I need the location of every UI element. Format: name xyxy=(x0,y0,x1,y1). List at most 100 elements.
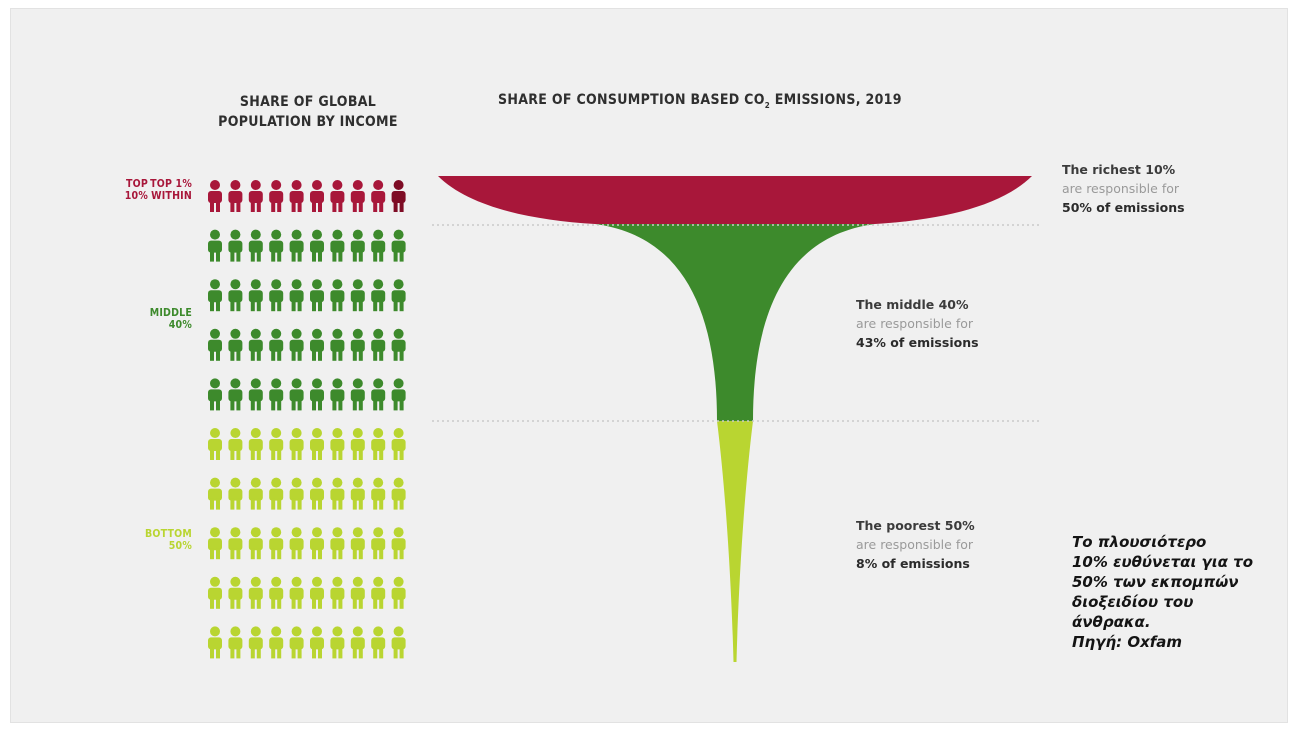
person-icon xyxy=(248,378,263,411)
person-icon xyxy=(391,229,406,262)
person-icon xyxy=(371,626,386,659)
person-icon xyxy=(310,180,324,212)
person-icon xyxy=(330,576,345,609)
annotation-middle-sub: are responsible for xyxy=(856,316,974,331)
emissions-funnel xyxy=(432,176,1040,662)
person-icon xyxy=(350,378,365,411)
person-icon xyxy=(330,328,345,361)
note-line: Πηγή: Oxfam xyxy=(1072,633,1183,651)
annotation-poorest-sub: are responsible for xyxy=(856,537,974,552)
label-top-10-line1: TOP xyxy=(126,178,148,190)
label-top-10-line2: 10% xyxy=(124,190,148,202)
person-icon xyxy=(330,626,345,659)
person-icon xyxy=(350,527,365,560)
person-icon xyxy=(269,428,284,460)
person-icon xyxy=(269,279,284,312)
note-line: άνθρακα. xyxy=(1072,613,1151,631)
person-icon xyxy=(371,229,386,262)
person-icon xyxy=(248,328,263,361)
label-middle-line1: MIDDLE xyxy=(149,307,192,319)
annotation-richest-sub: are responsible for xyxy=(1062,181,1180,196)
annotation-middle-title: The middle 40% xyxy=(856,297,969,312)
person-icon xyxy=(248,477,263,510)
person-icon xyxy=(391,576,406,609)
person-icon xyxy=(391,378,406,411)
person-icon xyxy=(350,576,365,609)
population-heading-line2: POPULATION BY INCOME xyxy=(218,114,398,130)
person-icon xyxy=(350,229,365,262)
funnel-band-middle xyxy=(595,224,875,421)
person-icon xyxy=(228,229,243,262)
person-icon xyxy=(310,328,324,361)
person-icon xyxy=(228,527,243,560)
person-icon xyxy=(208,279,222,312)
person-icon xyxy=(371,279,386,312)
note-line: διοξειδίου του xyxy=(1072,593,1194,611)
person-icon xyxy=(391,527,406,560)
label-middle-line2: 40% xyxy=(168,319,192,331)
label-bottom-line2: 50% xyxy=(168,540,192,552)
person-icon xyxy=(228,626,243,659)
person-icon xyxy=(391,180,406,212)
person-icon xyxy=(269,328,284,361)
label-top-1-line2: WITHIN xyxy=(151,190,192,202)
emissions-heading: SHARE OF CONSUMPTION BASED CO2 EMISSIONS… xyxy=(498,92,902,110)
label-top-10: TOP 10% xyxy=(120,178,148,202)
person-icon xyxy=(350,279,365,312)
person-icon xyxy=(350,477,365,510)
annotation-richest: The richest 10% are responsible for 50% … xyxy=(1062,160,1185,217)
person-icon xyxy=(228,378,243,411)
person-icon xyxy=(269,477,284,510)
person-icon xyxy=(350,626,365,659)
person-icon xyxy=(208,328,222,361)
population-heading-line1: SHARE OF GLOBAL xyxy=(239,94,377,110)
person-icon xyxy=(208,378,222,411)
person-icon xyxy=(269,180,284,212)
note-line: 50% των εκπομπών xyxy=(1072,573,1239,591)
person-icon xyxy=(208,229,222,262)
person-icon xyxy=(228,428,243,460)
person-icon xyxy=(269,527,284,560)
population-heading: SHARE OF GLOBAL POPULATION BY INCOME xyxy=(198,92,418,132)
person-icon xyxy=(289,279,304,312)
person-icon xyxy=(248,229,263,262)
person-icon xyxy=(330,527,345,560)
person-icon xyxy=(371,328,386,361)
annotation-middle: The middle 40% are responsible for 43% o… xyxy=(856,295,979,352)
person-icon xyxy=(248,626,263,659)
person-icon xyxy=(208,527,222,560)
annotation-poorest-value: 8% of emissions xyxy=(856,556,970,571)
person-icon xyxy=(330,477,345,510)
person-icon xyxy=(330,279,345,312)
label-top-1-within: TOP 1% WITHIN xyxy=(150,178,192,202)
label-bottom-50: BOTTOM 50% xyxy=(130,528,192,552)
person-icon xyxy=(391,279,406,312)
emissions-heading-suffix: EMISSIONS, 2019 xyxy=(770,92,902,108)
person-icon xyxy=(289,576,304,609)
person-icon xyxy=(391,328,406,361)
person-icon xyxy=(371,576,386,609)
person-icon xyxy=(350,180,365,212)
annotation-middle-value: 43% of emissions xyxy=(856,335,979,350)
person-icon xyxy=(330,229,345,262)
person-icon xyxy=(391,428,406,460)
infographic-panel xyxy=(10,8,1288,723)
person-icon xyxy=(208,576,222,609)
person-icon xyxy=(310,279,324,312)
label-middle-40: MIDDLE 40% xyxy=(130,307,192,331)
person-icon xyxy=(248,576,263,609)
person-icon xyxy=(289,527,304,560)
person-icon xyxy=(269,626,284,659)
person-icon xyxy=(269,229,284,262)
person-icon xyxy=(248,428,263,460)
person-icon xyxy=(350,428,365,460)
person-icon xyxy=(289,229,304,262)
person-icon xyxy=(269,378,284,411)
person-icon xyxy=(248,527,263,560)
person-icon xyxy=(310,626,324,659)
person-icon xyxy=(330,180,345,212)
person-icon xyxy=(289,626,304,659)
annotation-poorest-title: The poorest 50% xyxy=(856,518,975,533)
person-icon xyxy=(371,527,386,560)
